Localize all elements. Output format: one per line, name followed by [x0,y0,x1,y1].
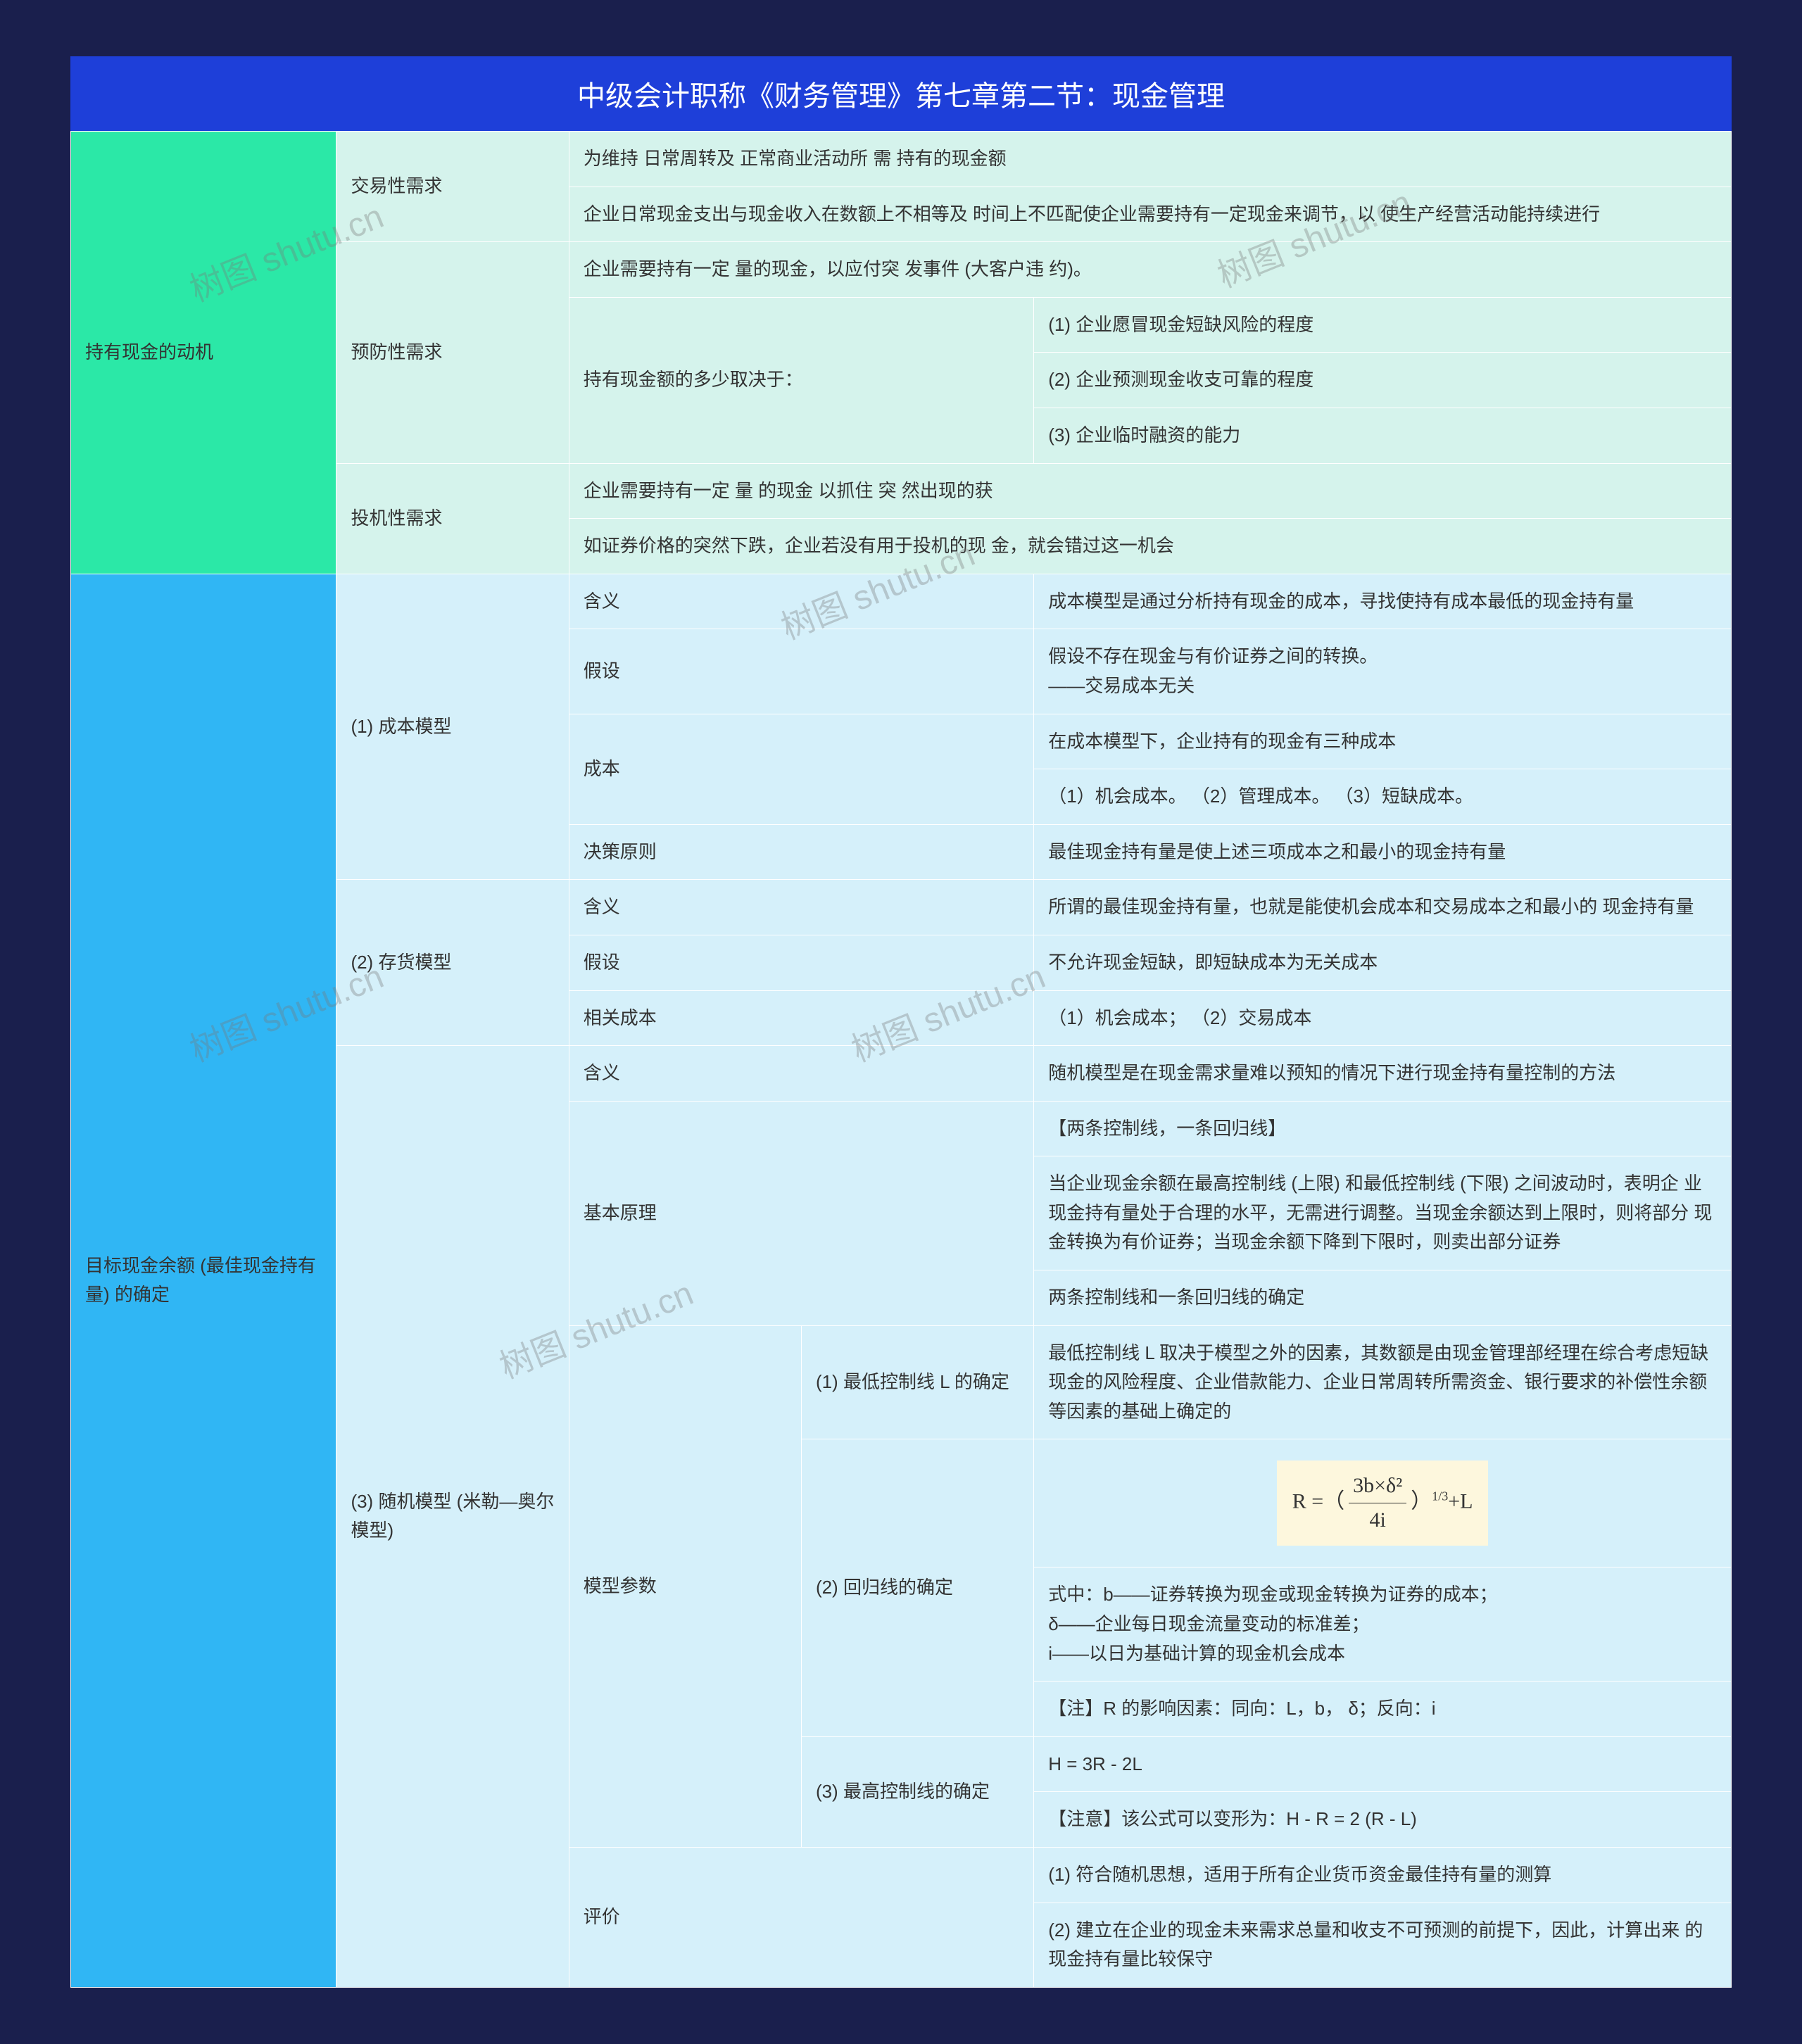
cell-key: (2) 回归线的确定 [801,1439,1033,1736]
cell: 不允许现金短缺，即短缺成本为无关成本 [1034,935,1732,990]
cell-key: 基本原理 [569,1101,1034,1325]
cell: 为维持 日常周转及 正常商业活动所 需 持有的现金额 [569,132,1731,187]
cell: 企业日常现金支出与现金收入在数额上不相等及 时间上不匹配使企业需要持有一定现金来… [569,187,1731,242]
row-label: 交易性需求 [336,132,569,242]
cell-key: 假设 [569,629,1034,714]
cell-key: 成本 [569,714,1034,824]
cell-key: 含义 [569,574,1034,629]
cell: 两条控制线和一条回归线的确定 [1034,1270,1732,1326]
cell: （1）机会成本； （2）交易成本 [1034,990,1732,1046]
cell: 所谓的最佳现金持有量，也就是能使机会成本和交易成本之和最小的 现金持有量 [1034,880,1732,935]
cell: 在成本模型下，企业持有的现金有三种成本 [1034,714,1732,769]
cell: 假设不存在现金与有价证券之间的转换。 ——交易成本无关 [1034,629,1732,714]
cell-key: (1) 最低控制线 L 的确定 [801,1325,1033,1439]
cell: 持有现金额的多少取决于： [569,297,1034,463]
content-table: 持有现金的动机 交易性需求 为维持 日常周转及 正常商业活动所 需 持有的现金额… [70,131,1732,1988]
cell: 企业需要持有一定 量的现金，以应付突 发事件 (大客户违 约)。 [569,242,1731,298]
cell: 随机模型是在现金需求量难以预知的情况下进行现金持有量控制的方法 [1034,1046,1732,1102]
cell: 成本模型是通过分析持有现金的成本，寻找使持有成本最低的现金持有量 [1034,574,1732,629]
cell: 最低控制线 L 取决于模型之外的因素，其数额是由现金管理部经理在综合考虑短缺 现… [1034,1325,1732,1439]
cell: (3) 企业临时融资的能力 [1034,408,1732,463]
page-title: 中级会计职称《财务管理》第七章第二节：现金管理 [70,56,1732,131]
cell: 当企业现金余额在最高控制线 (上限) 和最低控制线 (下限) 之间波动时，表明企… [1034,1156,1732,1270]
cell-key: 决策原则 [569,824,1034,880]
cell-key: 含义 [569,880,1034,935]
cell-key: 假设 [569,935,1034,990]
formula: R =（3b×δ²4i）1/3+L [1277,1461,1489,1546]
row-label: (1) 成本模型 [336,574,569,880]
row-label: 预防性需求 [336,242,569,463]
cell-key: (3) 最高控制线的确定 [801,1736,1033,1847]
mindmap-table: 中级会计职称《财务管理》第七章第二节：现金管理 持有现金的动机 交易性需求 为维… [70,56,1732,1988]
cell: 【两条控制线，一条回归线】 [1034,1101,1732,1156]
cell: 【注】R 的影响因素：同向：L，b， δ；反向：i [1034,1682,1732,1737]
cell: H = 3R - 2L [1034,1736,1732,1792]
cell: (2) 建立在企业的现金未来需求总量和收支不可预测的前提下，因此，计算出来 的现… [1034,1903,1732,1987]
cell: (2) 企业预测现金收支可靠的程度 [1034,353,1732,408]
formula-den: 4i [1349,1503,1406,1537]
cell: 企业需要持有一定 量 的现金 以抓住 突 然出现的获 [569,463,1731,519]
cell-key: 模型参数 [569,1325,801,1847]
section-header-motive: 持有现金的动机 [71,132,336,574]
cell: 如证券价格的突然下跌，企业若没有用于投机的现 金，就会错过这一机会 [569,519,1731,574]
table-row: 目标现金余额 (最佳现金持有量) 的确定 (1) 成本模型 含义 成本模型是通过… [71,574,1732,629]
cell-key: 相关成本 [569,990,1034,1046]
cell: 最佳现金持有量是使上述三项成本之和最小的现金持有量 [1034,824,1732,880]
formula-num: 3b×δ² [1349,1469,1406,1503]
cell: 【注意】该公式可以变形为：H - R = 2 (R - L) [1034,1792,1732,1848]
row-label: (3) 随机模型 (米勒—奥尔模型) [336,1046,569,1988]
cell: (1) 符合随机思想，适用于所有企业货币资金最佳持有量的测算 [1034,1848,1732,1903]
cell: (1) 企业愿冒现金短缺风险的程度 [1034,297,1732,353]
row-label: (2) 存货模型 [336,880,569,1046]
cell-key: 含义 [569,1046,1034,1102]
row-label: 投机性需求 [336,463,569,574]
cell: （1）机会成本。 （2）管理成本。 （3）短缺成本。 [1034,769,1732,825]
table-row: 持有现金的动机 交易性需求 为维持 日常周转及 正常商业活动所 需 持有的现金额 [71,132,1732,187]
cell-key: 评价 [569,1848,1034,1988]
section-header-target: 目标现金余额 (最佳现金持有量) 的确定 [71,574,336,1987]
formula-cell: R =（3b×δ²4i）1/3+L [1034,1439,1732,1567]
cell: 式中：b——证券转换为现金或现金转换为证券的成本； δ——企业每日现金流量变动的… [1034,1567,1732,1682]
